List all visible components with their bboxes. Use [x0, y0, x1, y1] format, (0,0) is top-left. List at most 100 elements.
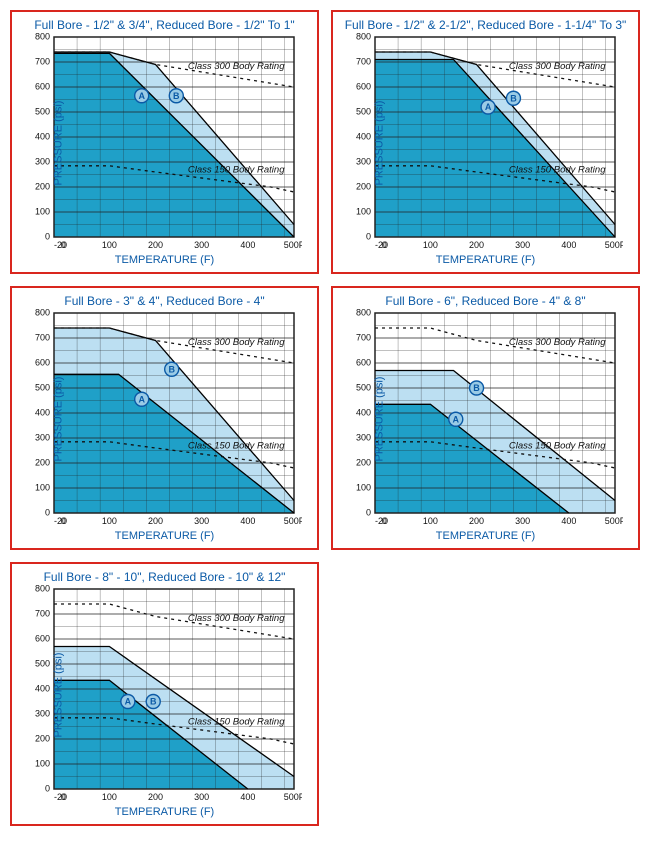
x-axis-label: TEMPERATURE (F)	[20, 530, 309, 542]
ytick-label: 0	[45, 783, 50, 793]
xtick-label: 300	[194, 516, 209, 526]
rating-150-label: Class 150 Body Rating	[188, 165, 285, 176]
ytick-label: 0	[45, 507, 50, 517]
ytick-label: 0	[366, 507, 371, 517]
ytick-label: 400	[35, 683, 50, 693]
ytick-label: 300	[35, 432, 50, 442]
ytick-label: 300	[356, 432, 371, 442]
xtick-label: 400	[240, 792, 255, 802]
chart-panel: Full Bore - 1/2" & 2-1/2", Reduced Bore …	[331, 10, 640, 274]
chart-wrap: PRESSURE (psi)Class 300 Body RatingClass…	[20, 585, 309, 805]
xtick-label: 0	[382, 516, 387, 526]
panel-title: Full Bore - 8" - 10", Reduced Bore - 10"…	[20, 570, 309, 584]
ytick-label: 700	[356, 332, 371, 342]
xtick-label: 400	[240, 240, 255, 250]
ytick-label: 700	[356, 56, 371, 66]
xtick-label: 400	[561, 516, 576, 526]
xtick-label: 200	[148, 240, 163, 250]
marker-b-label: B	[510, 93, 517, 103]
ytick-label: 200	[35, 733, 50, 743]
xtick-label: 500F	[284, 516, 302, 526]
xtick-label: 100	[423, 240, 438, 250]
ytick-label: 800	[35, 585, 50, 593]
ytick-label: 400	[35, 407, 50, 417]
ytick-label: 200	[356, 457, 371, 467]
charts-grid: Full Bore - 1/2" & 3/4", Reduced Bore - …	[10, 10, 640, 826]
marker-a-label: A	[485, 102, 492, 112]
ytick-label: 800	[35, 33, 50, 41]
xtick-label: 100	[102, 516, 117, 526]
ytick-label: 100	[35, 758, 50, 768]
rating-300-label: Class 300 Body Rating	[188, 613, 285, 624]
ytick-label: 100	[35, 482, 50, 492]
ytick-label: 400	[356, 131, 371, 141]
marker-b-label: B	[173, 91, 180, 101]
ytick-label: 600	[356, 81, 371, 91]
y-axis-label: PRESSURE (psi)	[373, 377, 385, 462]
xtick-label: 100	[102, 240, 117, 250]
xtick-label: 500F	[284, 792, 302, 802]
marker-b-label: B	[473, 383, 480, 393]
xtick-label: 100	[423, 516, 438, 526]
ytick-label: 300	[35, 708, 50, 718]
rating-150-label: Class 150 Body Rating	[509, 441, 606, 452]
xtick-label: 400	[561, 240, 576, 250]
xtick-label: 200	[148, 516, 163, 526]
ytick-label: 200	[356, 181, 371, 191]
xtick-label: 300	[515, 240, 530, 250]
ytick-label: 800	[356, 309, 371, 317]
xtick-label: 0	[61, 516, 66, 526]
panel-title: Full Bore - 6", Reduced Bore - 4" & 8"	[341, 294, 630, 308]
marker-b-label: B	[150, 697, 157, 707]
xtick-label: 200	[469, 516, 484, 526]
ytick-label: 100	[356, 206, 371, 216]
rating-150-label: Class 150 Body Rating	[188, 441, 285, 452]
ytick-label: 600	[356, 357, 371, 367]
ytick-label: 200	[35, 457, 50, 467]
ytick-label: 0	[45, 231, 50, 241]
marker-a-label: A	[453, 414, 460, 424]
x-axis-label: TEMPERATURE (F)	[20, 254, 309, 266]
ytick-label: 300	[356, 156, 371, 166]
marker-a-label: A	[125, 697, 132, 707]
ytick-label: 400	[35, 131, 50, 141]
panel-title: Full Bore - 1/2" & 3/4", Reduced Bore - …	[20, 18, 309, 32]
rating-300-label: Class 300 Body Rating	[188, 337, 285, 348]
chart-panel: Full Bore - 1/2" & 3/4", Reduced Bore - …	[10, 10, 319, 274]
ytick-label: 100	[356, 482, 371, 492]
y-axis-label: PRESSURE (psi)	[373, 101, 385, 186]
marker-b-label: B	[168, 364, 175, 374]
y-axis-label: PRESSURE (psi)	[52, 101, 64, 186]
ytick-label: 500	[35, 382, 50, 392]
xtick-label: 0	[61, 240, 66, 250]
rating-150-label: Class 150 Body Rating	[188, 717, 285, 728]
ytick-label: 600	[35, 633, 50, 643]
ytick-label: 700	[35, 56, 50, 66]
xtick-label: 200	[148, 792, 163, 802]
rating-300-label: Class 300 Body Rating	[188, 61, 285, 72]
chart-panel: Full Bore - 8" - 10", Reduced Bore - 10"…	[10, 562, 319, 826]
ytick-label: 600	[35, 81, 50, 91]
chart-wrap: PRESSURE (psi) Class 300 Body Rating Class…	[20, 33, 309, 253]
chart-wrap: PRESSURE (psi) Class 300 Body Rating Class…	[341, 309, 630, 529]
rating-300-label: Class 300 Body Rating	[509, 337, 606, 348]
ytick-label: 200	[35, 181, 50, 191]
ytick-label: 500	[35, 658, 50, 668]
rating-150-label: Class 150 Body Rating	[509, 165, 606, 176]
rating-300-label: Class 300 Body Rating	[509, 61, 606, 72]
xtick-label: 300	[194, 240, 209, 250]
ytick-label: 600	[35, 357, 50, 367]
ytick-label: 300	[35, 156, 50, 166]
x-axis-label: TEMPERATURE (F)	[341, 254, 630, 266]
x-axis-label: TEMPERATURE (F)	[341, 530, 630, 542]
ytick-label: 700	[35, 608, 50, 618]
ytick-label: 100	[35, 206, 50, 216]
chart-wrap: PRESSURE (psi) Class 300 Body Rating Class…	[341, 33, 630, 253]
area-a	[54, 53, 294, 237]
xtick-label: 300	[194, 792, 209, 802]
xtick-label: 200	[469, 240, 484, 250]
ytick-label: 500	[356, 106, 371, 116]
x-axis-label: TEMPERATURE (F)	[20, 806, 309, 818]
xtick-label: 100	[102, 792, 117, 802]
chart-panel: Full Bore - 3" & 4", Reduced Bore - 4"PR…	[10, 286, 319, 550]
